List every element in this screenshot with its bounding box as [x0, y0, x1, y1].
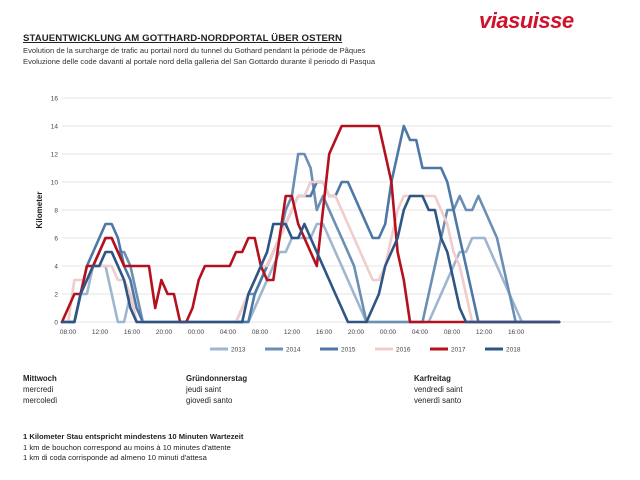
y-tick-label: 2 [54, 292, 58, 299]
y-axis-label: Kilometer [35, 192, 44, 229]
subtitle-fr: Evolution de la surcharge de trafic au p… [23, 46, 366, 55]
legend-label-2013: 2013 [231, 347, 246, 354]
day-label-friday: Karfreitag vendredi saint venerdì santo [414, 374, 463, 405]
x-tick-label: 00:00 [380, 329, 397, 336]
x-tick-label: 12:00 [284, 329, 301, 336]
x-tick-label: 04:00 [412, 329, 429, 336]
series-line-2018 [60, 194, 561, 324]
y-tick-label: 0 [54, 320, 58, 327]
legend-label-2017: 2017 [451, 347, 466, 354]
line-chart: 0 2 4 6 8 10 12 14 16 08:00 12:00 16:00 20:00 00:00 04… [35, 96, 612, 354]
y-tick-label: 4 [54, 264, 58, 271]
viasuisse-logo: viasuisse [479, 8, 574, 33]
page-title: STAUENTWICKLUNG AM GOTTHARD-NORDPORTAL Ü… [23, 33, 343, 44]
wait-time-note: 1 Kilometer Stau entspricht mindestens 1… [23, 432, 244, 462]
x-tick-label: 08:00 [252, 329, 269, 336]
legend-label-2014: 2014 [286, 347, 301, 354]
y-tick-label: 10 [51, 180, 59, 187]
x-tick-label: 16:00 [316, 329, 333, 336]
x-tick-label: 20:00 [348, 329, 365, 336]
x-tick-label: 16:00 [124, 329, 141, 336]
x-tick-label: 08:00 [60, 329, 77, 336]
legend-label-2015: 2015 [341, 347, 356, 354]
x-tick-label: 00:00 [188, 329, 205, 336]
y-tick-label: 8 [54, 208, 58, 215]
x-tick-label: 04:00 [220, 329, 237, 336]
legend-label-2016: 2016 [396, 347, 411, 354]
x-tick-label: 16:00 [508, 329, 525, 336]
x-tick-label: 12:00 [92, 329, 109, 336]
day-label-wednesday: Mittwoch mercredi mercoledì [23, 374, 58, 405]
y-tick-label: 14 [51, 124, 59, 131]
x-tick-label: 08:00 [444, 329, 461, 336]
x-tick-label: 12:00 [476, 329, 493, 336]
y-tick-label: 6 [54, 236, 58, 243]
legend-label-2018: 2018 [506, 347, 521, 354]
subtitle-it: Evoluzione delle code davanti al portale… [23, 57, 376, 66]
x-tick-label: 20:00 [156, 329, 173, 336]
day-label-thursday: Gründonnerstag jeudi saint giovedì santo [186, 374, 248, 405]
y-tick-label: 12 [51, 152, 59, 159]
y-tick-label: 16 [51, 96, 59, 103]
